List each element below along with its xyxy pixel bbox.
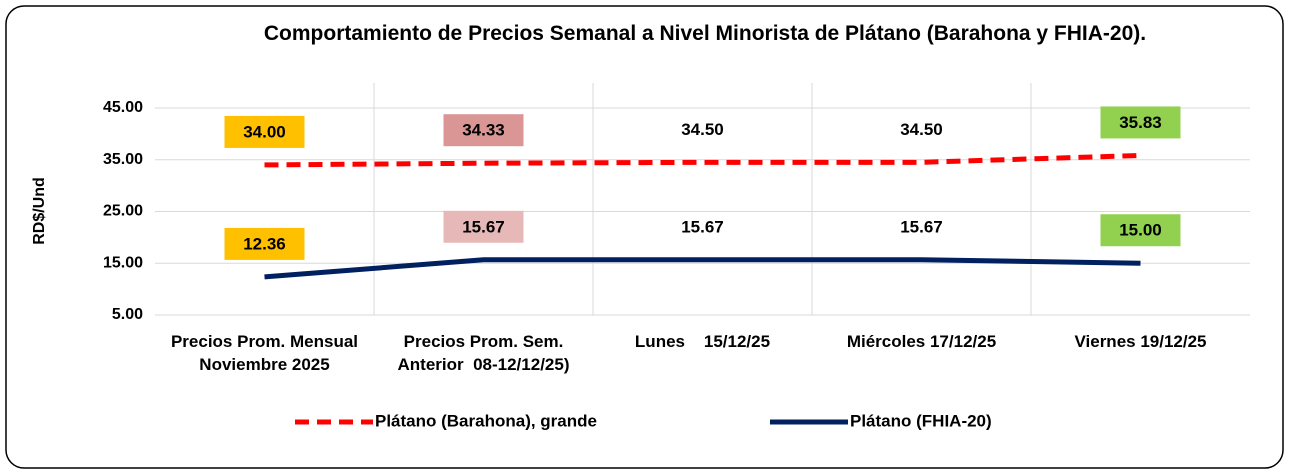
data-label-box [224, 227, 305, 260]
y-tick-label: 15.00 [103, 254, 143, 271]
legend-label: Plátano (Barahona), grande [375, 411, 597, 430]
data-label: 12.36 [243, 234, 286, 253]
series-line [264, 257, 1141, 280]
data-label: 15.67 [681, 217, 724, 236]
x-tick-label: Miércoles 17/12/25 [846, 332, 997, 351]
data-label-box [1100, 106, 1181, 139]
y-tick-label: 5.00 [112, 306, 143, 323]
data-label: 15.67 [900, 217, 943, 236]
data-label: 35.83 [1119, 113, 1162, 132]
y-axis-label: RD$/Und [31, 177, 48, 245]
x-tick-label: Precios Prom. Mensual Noviembre 2025 [170, 332, 363, 374]
chart-border [5, 5, 1284, 469]
data-label: 15.67 [462, 217, 505, 236]
x-tick-label: Precios Prom. Sem. Anterior 08-12/12/25) [397, 332, 570, 374]
data-label: 34.00 [243, 122, 286, 141]
data-label: 15.00 [1119, 221, 1162, 240]
y-tick-label: 25.00 [103, 203, 143, 220]
data-label: 34.50 [681, 120, 724, 139]
series-line [264, 152, 1141, 168]
x-tick-label: Lunes 15/12/25 [634, 332, 771, 351]
x-tick-label: Viernes 19/12/25 [1074, 332, 1207, 351]
data-label-box [443, 210, 524, 243]
data-label-box [224, 115, 305, 148]
data-label: 34.33 [462, 121, 505, 140]
chart-title: Comportamiento de Precios Semanal a Nive… [263, 22, 1147, 45]
data-label-box [1100, 214, 1181, 247]
legend-label: Plátano (FHIA-20) [850, 411, 992, 430]
data-label-box [443, 114, 524, 147]
y-tick-label: 35.00 [103, 151, 143, 168]
y-tick-label: 45.00 [103, 99, 143, 116]
data-label: 34.50 [900, 120, 943, 139]
